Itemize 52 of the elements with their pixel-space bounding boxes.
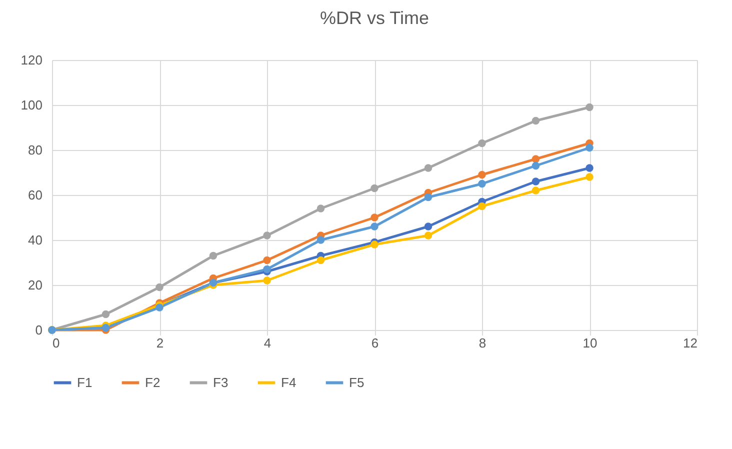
x-tick-label: 12 xyxy=(683,336,698,350)
point xyxy=(478,139,486,148)
point xyxy=(370,214,378,222)
point xyxy=(263,256,271,264)
point xyxy=(424,222,432,230)
y-tick-label: 40 xyxy=(28,232,42,248)
y-tick-label: 0 xyxy=(35,322,42,338)
point xyxy=(532,116,540,125)
x-tick-label: 8 xyxy=(478,336,486,350)
chart-title: %DR vs Time xyxy=(320,8,430,28)
point xyxy=(478,180,486,188)
x-tick-label: 0 xyxy=(52,336,60,350)
legend-label: F3 xyxy=(213,374,228,390)
x-tick-label: 4 xyxy=(264,336,272,350)
point xyxy=(424,164,432,172)
point xyxy=(370,222,378,230)
legend-label: F2 xyxy=(145,374,160,390)
point xyxy=(478,202,486,210)
y-tick-label: 120 xyxy=(20,52,42,68)
y-tick-label: 20 xyxy=(28,278,42,292)
point xyxy=(532,178,540,186)
point xyxy=(370,240,378,248)
point xyxy=(156,283,164,292)
point xyxy=(209,252,218,260)
point xyxy=(370,184,378,192)
x-tick-label: 2 xyxy=(156,336,164,350)
point xyxy=(532,155,540,163)
point xyxy=(156,304,164,312)
point xyxy=(263,265,271,274)
point xyxy=(586,164,594,172)
point xyxy=(316,256,325,264)
point xyxy=(478,170,486,179)
point xyxy=(586,173,594,181)
point xyxy=(316,204,325,212)
point xyxy=(316,236,325,244)
point xyxy=(424,232,432,240)
point xyxy=(532,186,540,194)
legend-label: F1 xyxy=(77,374,92,390)
point xyxy=(263,232,271,240)
point xyxy=(586,103,594,112)
point xyxy=(102,310,110,318)
point xyxy=(532,162,540,170)
point xyxy=(586,144,594,152)
y-tick-label: 100 xyxy=(20,98,42,112)
y-tick-label: 80 xyxy=(28,142,42,158)
legend-label: F5 xyxy=(349,374,364,390)
x-tick-label: 6 xyxy=(371,336,379,350)
point xyxy=(263,276,271,284)
y-tick-label: 60 xyxy=(28,188,42,202)
x-tick-label: 10 xyxy=(582,336,598,350)
point xyxy=(424,193,432,202)
legend-label: F4 xyxy=(281,374,296,390)
